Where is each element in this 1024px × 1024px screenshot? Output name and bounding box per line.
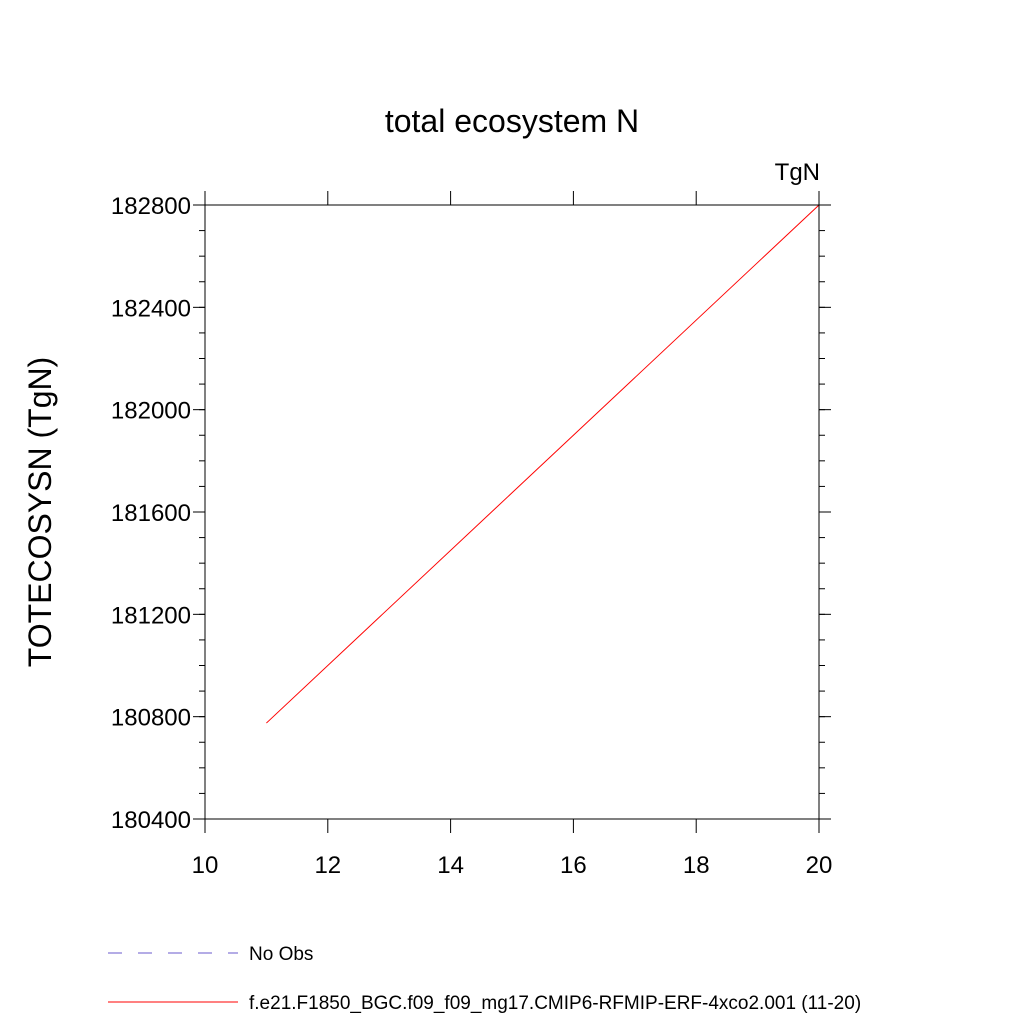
x-tick-label: 18 (683, 852, 710, 879)
y-tick-labels: 180400 180800 181200 181600 182000 182400 1828… (111, 193, 191, 834)
x-tick-label: 14 (437, 852, 464, 879)
y-tick-label: 181200 (111, 602, 191, 629)
minor-ticks (199, 204, 825, 820)
y-tick-label: 182400 (111, 295, 191, 322)
x-tick-label: 20 (806, 852, 833, 879)
legend: No Obs f.e21.F1850_BGC.f09_f09_mg17.CMIP… (108, 944, 861, 1014)
x-tick-label: 12 (314, 852, 341, 879)
series-lines (266, 204, 820, 724)
chart-title: total ecosystem N (385, 103, 639, 139)
y-tick-label: 180800 (111, 705, 191, 732)
series-line-1 (266, 204, 820, 724)
y-tick-label: 182800 (111, 193, 191, 220)
x-tick-label: 10 (192, 852, 219, 879)
x-tick-label: 16 (560, 852, 587, 879)
y-tick-label: 181600 (111, 500, 191, 527)
major-ticks (193, 191, 831, 833)
y-tick-label: 182000 (111, 398, 191, 425)
y-axis-label: TOTECOSYSN (TgN) (22, 357, 58, 668)
x-tick-labels: 10 12 14 16 18 20 (192, 852, 833, 879)
y-tick-label: 180400 (111, 807, 191, 834)
plot-frame (204, 204, 820, 820)
units-label: TgN (775, 159, 820, 186)
legend-label-run: f.e21.F1850_BGC.f09_f09_mg17.CMIP6-RFMIP… (249, 993, 861, 1014)
legend-label-no-obs: No Obs (249, 944, 313, 965)
